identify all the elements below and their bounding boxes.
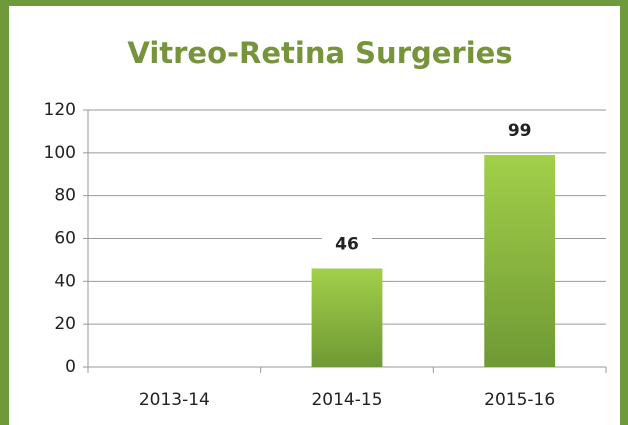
- y-tick-label: 120: [44, 100, 76, 120]
- y-tick-label: 0: [65, 357, 76, 377]
- data-label-bg: [322, 231, 372, 258]
- data-label-bg: [494, 117, 545, 144]
- bar: [484, 154, 556, 367]
- y-tick-label: 80: [54, 186, 76, 206]
- y-tick-label: 20: [54, 314, 76, 334]
- x-tick-label: 2013-14: [139, 390, 210, 410]
- y-tick-label: 40: [54, 271, 76, 291]
- y-tick-label: 60: [54, 229, 76, 249]
- data-label: 46: [335, 234, 359, 254]
- data-label: 99: [508, 121, 532, 141]
- y-tick-label: 100: [44, 143, 76, 163]
- bar: [311, 268, 383, 367]
- chart-title: Vitreo-Retina Surgeries: [127, 36, 512, 70]
- x-tick-label: 2014-15: [311, 390, 382, 410]
- x-tick-label: 2015-16: [484, 390, 555, 410]
